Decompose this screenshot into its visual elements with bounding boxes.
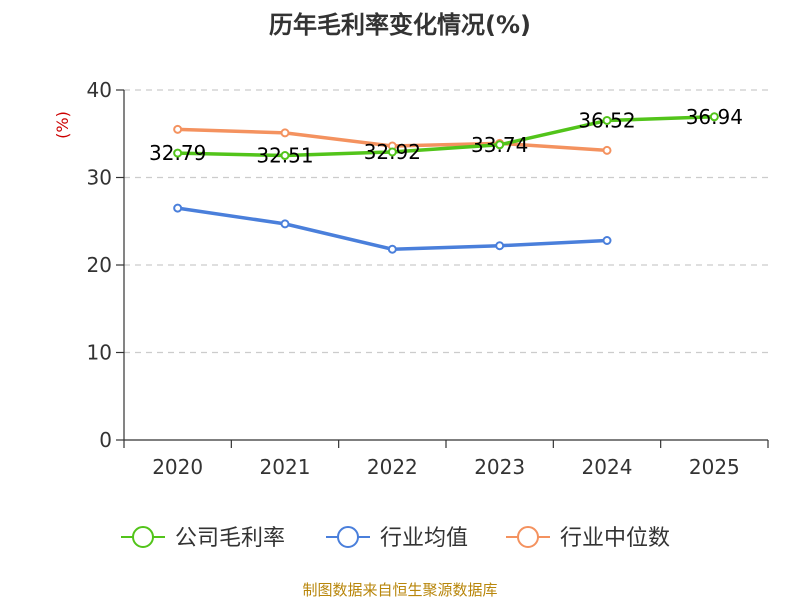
data-point [280,151,290,161]
data-point [173,203,183,213]
y-tick-label: 0 [99,428,112,452]
series-2 [173,124,612,155]
y-tick-label: 20 [87,253,112,277]
legend-item-1[interactable]: 行业均值 [326,526,468,551]
legend[interactable]: 公司毛利率 行业均值 行业中位数 [121,526,670,551]
legend-label: 公司毛利率 [175,526,285,551]
data-label: 36.94 [686,105,743,129]
data-labels: 32.79 32.51 32.92 33.74 36.52 36.94 [149,105,743,168]
series-0 [173,112,719,161]
data-point [280,219,290,229]
data-point [495,140,505,150]
x-tick-label: 2024 [582,455,633,479]
x-tick-label: 2023 [474,455,525,479]
data-label: 33.74 [471,133,528,157]
data-point [280,128,290,138]
x-tick-label: 2021 [260,455,311,479]
x-tick-label: 2025 [689,455,740,479]
data-point [495,241,505,251]
data-point [173,124,183,134]
legend-label: 行业中位数 [560,526,670,551]
series-1 [173,203,612,254]
source-text: 制图数据来自恒生聚源数据库 [302,581,497,599]
series-line [177,115,715,158]
legend-marker [132,526,154,548]
legend-item-0[interactable]: 公司毛利率 [121,526,285,551]
y-axis-label: (%) [53,111,72,139]
x-tick-label: 2020 [152,455,203,479]
axes: 0 10 20 30 40 2020 2021 2022 2023 2024 2025 [87,78,769,479]
series-layer [173,112,719,254]
legend-marker [517,526,539,548]
data-label: 32.92 [364,140,421,164]
data-point [387,147,397,157]
data-point [602,236,612,245]
y-tick-label: 40 [87,78,112,102]
legend-item-2[interactable]: 行业中位数 [506,526,670,551]
data-point [387,244,397,254]
data-label: 36.52 [578,108,635,132]
data-point [709,112,719,122]
data-point [173,148,183,158]
data-point [602,145,612,155]
data-point [602,115,612,125]
grid [124,89,768,354]
y-tick-label: 10 [87,341,112,365]
series-line [177,206,608,251]
x-tick-label: 2022 [367,455,418,479]
data-label: 32.51 [256,144,313,168]
y-tick-label: 30 [87,166,112,190]
data-label: 32.79 [149,141,206,165]
legend-label: 行业均值 [380,526,468,551]
legend-marker [337,526,359,548]
chart-title: 历年毛利率变化情况(%) [269,11,531,39]
